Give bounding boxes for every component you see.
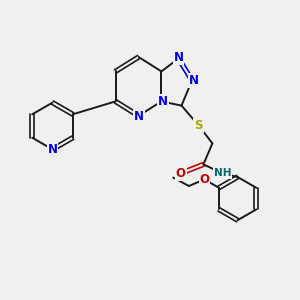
Text: N: N	[158, 95, 168, 108]
Text: N: N	[134, 110, 144, 123]
Text: N: N	[189, 74, 199, 87]
Text: S: S	[194, 119, 203, 132]
Text: NH: NH	[214, 168, 231, 178]
Text: O: O	[200, 173, 209, 186]
Text: N: N	[173, 51, 184, 64]
Text: N: N	[47, 143, 58, 156]
Text: O: O	[176, 167, 186, 180]
